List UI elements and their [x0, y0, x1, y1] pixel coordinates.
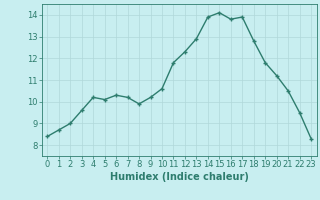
X-axis label: Humidex (Indice chaleur): Humidex (Indice chaleur)	[110, 172, 249, 182]
